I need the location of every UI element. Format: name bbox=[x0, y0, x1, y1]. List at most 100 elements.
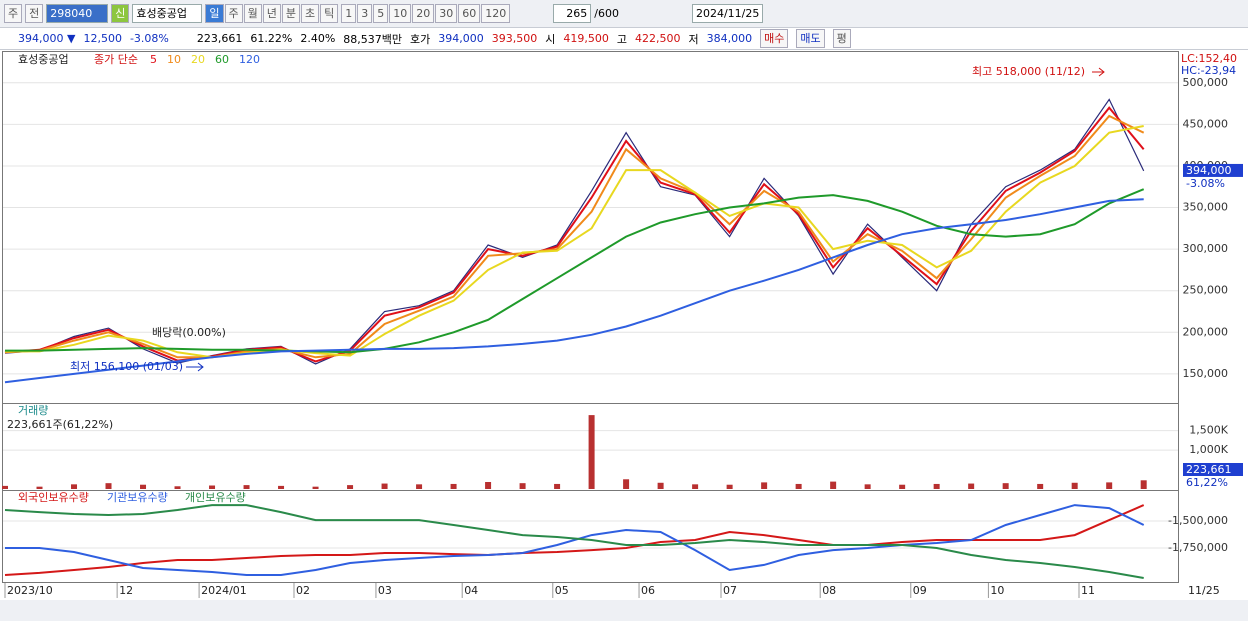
volume-bar bbox=[795, 483, 802, 489]
step[interactable]: 60 bbox=[458, 4, 481, 23]
x-end-label: 11/25 bbox=[1188, 584, 1220, 597]
volume-bar bbox=[105, 483, 112, 489]
x-tick-label: 02 bbox=[296, 584, 310, 597]
series-line bbox=[4, 198, 1144, 384]
y-tick-label: 300,000 bbox=[1183, 242, 1229, 255]
interval[interactable]: 월 bbox=[243, 4, 262, 23]
legend-entry: 20 bbox=[191, 53, 205, 66]
y-tick-label: -1,750,000 bbox=[1168, 541, 1228, 554]
volume: 223,661 bbox=[196, 32, 243, 45]
volume-bar bbox=[726, 484, 733, 489]
y-tick-label: 1,000K bbox=[1189, 443, 1228, 456]
interval[interactable]: 주 bbox=[224, 4, 243, 23]
volume-bar bbox=[209, 485, 216, 489]
step[interactable]: 5 bbox=[373, 4, 389, 23]
legend-title: 종가 단순 bbox=[94, 53, 138, 66]
last-volume: 223,661 bbox=[1186, 463, 1232, 476]
date[interactable]: 2024/11/25 bbox=[691, 4, 764, 23]
y-tick-label: 200,000 bbox=[1183, 325, 1229, 338]
high-label: 고 bbox=[616, 32, 628, 46]
prev[interactable]: 전 bbox=[25, 4, 44, 23]
volume-bar bbox=[1037, 483, 1044, 489]
amount: 88,537백만 bbox=[343, 32, 403, 46]
quote-bar: 394,000 ▼ 12,500 -3.08% 223,661 61.22% 2… bbox=[0, 28, 1248, 50]
last-price: 394,000 bbox=[1186, 164, 1232, 177]
legend-entry: 개인보유수량 bbox=[185, 491, 246, 504]
x-tick-label: 07 bbox=[723, 584, 737, 597]
volume-box bbox=[1183, 463, 1243, 476]
volume-bar bbox=[968, 483, 975, 489]
volume-bar bbox=[554, 483, 561, 489]
step[interactable]: 1 bbox=[341, 4, 357, 23]
volume-bar bbox=[278, 485, 285, 489]
volume-bar bbox=[761, 482, 768, 489]
x-tick-label: 09 bbox=[913, 584, 927, 597]
period[interactable]: 주 bbox=[4, 4, 23, 23]
side-label: HC:-23,94 bbox=[1181, 64, 1236, 77]
step[interactable]: 120 bbox=[481, 4, 511, 23]
volume-bar bbox=[588, 415, 595, 489]
series-line bbox=[5, 125, 1144, 359]
scrollbar[interactable] bbox=[0, 600, 1248, 621]
x-tick-label: 04 bbox=[464, 584, 478, 597]
legend-entry: 5 bbox=[150, 53, 157, 66]
x-tick-label: 10 bbox=[990, 584, 1004, 597]
y-tick-label: 450,000 bbox=[1183, 117, 1229, 130]
volume-rate: 61.22% bbox=[250, 32, 293, 45]
x-tick-label: 06 bbox=[641, 584, 655, 597]
y-tick-label: 150,000 bbox=[1183, 367, 1229, 380]
open-label: 시 bbox=[545, 32, 556, 46]
volume-bar bbox=[381, 483, 388, 489]
x-tick-label: 11 bbox=[1081, 584, 1095, 597]
x-tick-label: 2023/10 bbox=[7, 584, 53, 597]
step[interactable]: 20 bbox=[412, 4, 435, 23]
volume-bar bbox=[243, 485, 250, 489]
volume-bar bbox=[140, 484, 147, 489]
steps: 1 3 5 10 20 30 60 120 bbox=[341, 4, 511, 23]
x-tick-label: 05 bbox=[555, 584, 569, 597]
arrow bbox=[1092, 67, 1105, 77]
low-label: 저 bbox=[688, 32, 699, 46]
legend-entry: 외국인보유수량 bbox=[18, 491, 89, 504]
volume-bar bbox=[485, 482, 492, 489]
volume-bar bbox=[623, 479, 630, 489]
rate: -3.08% bbox=[129, 32, 169, 45]
open: 419,500 bbox=[563, 32, 609, 45]
stock-label: 효성중공업 bbox=[18, 53, 69, 66]
y-tick-label: 350,000 bbox=[1183, 201, 1229, 214]
interval[interactable]: 틱 bbox=[320, 4, 339, 23]
volume-bar bbox=[347, 485, 354, 489]
arrow bbox=[186, 362, 204, 372]
series-line bbox=[4, 504, 1145, 576]
code-input[interactable]: 298040 bbox=[46, 4, 109, 23]
volume-bar bbox=[657, 482, 664, 489]
volume-bar bbox=[174, 486, 181, 489]
interval[interactable]: 년 bbox=[262, 4, 281, 23]
y-tick-label: 1,500K bbox=[1189, 424, 1228, 437]
step[interactable]: 30 bbox=[435, 4, 458, 23]
volume-bar bbox=[1002, 483, 1009, 489]
y-tick-label: -1,500,000 bbox=[1168, 514, 1228, 527]
count[interactable]: 265 bbox=[553, 4, 592, 23]
buy[interactable]: 매수 bbox=[760, 29, 789, 48]
sell[interactable]: 매도 bbox=[796, 29, 825, 48]
avg[interactable]: 평 bbox=[832, 29, 851, 48]
interval[interactable]: 초 bbox=[301, 4, 320, 23]
step[interactable]: 10 bbox=[389, 4, 412, 23]
legend-entry: 60 bbox=[215, 53, 229, 66]
low: 384,000 bbox=[706, 32, 753, 45]
step[interactable]: 3 bbox=[357, 4, 373, 23]
total: /600 bbox=[594, 7, 619, 20]
series-line bbox=[4, 504, 1144, 579]
annotation: 최저 156,100 (01/03) bbox=[70, 360, 183, 373]
interval[interactable]: 분 bbox=[281, 4, 300, 23]
series-line bbox=[5, 504, 1145, 576]
volume-bar bbox=[519, 483, 526, 489]
volume-bar bbox=[899, 484, 906, 489]
interval[interactable]: 일 bbox=[205, 4, 224, 23]
panel-borders bbox=[2, 51, 1179, 583]
stock-name: 효성중공업 bbox=[132, 4, 203, 23]
